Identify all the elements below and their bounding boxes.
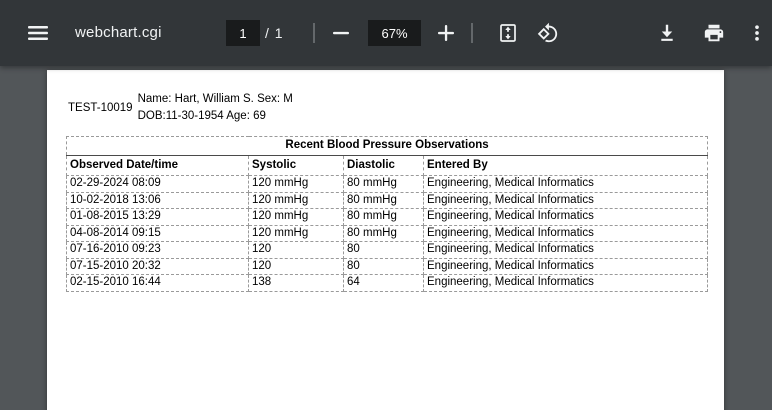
table-row: 07-15-2010 20:32 120 80 Engineering, Med… xyxy=(66,257,709,275)
table-cell: Engineering, Medical Informatics xyxy=(422,241,709,259)
print-icon xyxy=(703,22,725,44)
patient-dob-age: DOB:11-30-1954 Age: 69 xyxy=(137,109,266,122)
document-title: webchart.cgi xyxy=(75,24,162,41)
menu-button[interactable] xyxy=(26,21,50,45)
patient-name-sex: Name: Hart, William S. Sex: M xyxy=(137,93,293,105)
toolbar-separator xyxy=(471,23,473,43)
table-cell: 120 mmHg xyxy=(248,191,344,209)
table-cell: 80 mmHg xyxy=(343,191,424,209)
column-header: Entered By xyxy=(422,155,709,176)
blood-pressure-table: Recent Blood Pressure Observations Obser… xyxy=(65,136,709,292)
fit-to-page-icon xyxy=(498,23,518,43)
menu-icon xyxy=(28,26,48,40)
patient-info: Name: Hart, William S. Sex: M DOB:11-30-… xyxy=(138,91,293,124)
bp-table-body: 02-29-2024 08:09 120 mmHg 80 mmHg Engine… xyxy=(66,175,709,292)
download-icon xyxy=(656,22,678,44)
table-cell: 80 mmHg xyxy=(343,224,424,242)
table-cell: Engineering, Medical Informatics xyxy=(422,191,709,209)
table-row: 07-16-2010 09:23 120 80 Engineering, Med… xyxy=(66,241,709,259)
download-button[interactable] xyxy=(655,21,679,45)
page-number-input[interactable] xyxy=(226,20,260,46)
patient-header: TEST-10019 Name: Hart, William S. Sex: M… xyxy=(68,91,293,124)
table-cell: 02-15-2010 16:44 xyxy=(66,274,249,292)
table-cell: 120 mmHg xyxy=(248,208,344,226)
table-cell: 07-16-2010 09:23 xyxy=(66,241,249,259)
table-cell: 01-08-2015 13:29 xyxy=(66,208,249,226)
pdf-scroll-area[interactable]: TEST-10019 Name: Hart, William S. Sex: M… xyxy=(0,66,772,410)
rotate-counterclockwise-icon xyxy=(537,22,559,44)
table-cell: 120 xyxy=(248,257,344,275)
table-header-row: Observed Date/time Systolic Diastolic En… xyxy=(66,155,709,176)
table-cell: 80 mmHg xyxy=(343,175,424,193)
table-title-row: Recent Blood Pressure Observations xyxy=(65,136,709,156)
table-row: 04-08-2014 09:15 120 mmHg 80 mmHg Engine… xyxy=(66,224,709,242)
table-cell: 120 xyxy=(248,241,344,259)
table-row: 02-29-2024 08:09 120 mmHg 80 mmHg Engine… xyxy=(66,175,709,193)
table-cell: 80 xyxy=(343,241,424,259)
more-options-button[interactable] xyxy=(745,21,769,45)
table-cell: Engineering, Medical Informatics xyxy=(422,175,709,193)
table-cell: 138 xyxy=(248,274,344,292)
rotate-counterclockwise-button[interactable] xyxy=(536,21,560,45)
print-button[interactable] xyxy=(702,21,726,45)
table-cell: 10-02-2018 13:06 xyxy=(66,191,249,209)
zoom-level-display[interactable]: 67% xyxy=(368,20,421,46)
zoom-out-icon xyxy=(332,24,350,42)
zoom-in-button[interactable] xyxy=(434,21,458,45)
table-cell: Engineering, Medical Informatics xyxy=(422,224,709,242)
table-cell: 07-15-2010 20:32 xyxy=(66,257,249,275)
column-header: Diastolic xyxy=(343,155,424,176)
table-title: Recent Blood Pressure Observations xyxy=(65,136,709,156)
table-cell: 02-29-2024 08:09 xyxy=(66,175,249,193)
table-cell: Engineering, Medical Informatics xyxy=(422,274,709,292)
column-header: Observed Date/time xyxy=(66,155,249,176)
table-cell: 120 mmHg xyxy=(248,175,344,193)
column-header: Systolic xyxy=(248,155,344,176)
more-options-icon xyxy=(747,23,767,43)
table-cell: Engineering, Medical Informatics xyxy=(422,257,709,275)
patient-id: TEST-10019 xyxy=(68,101,133,114)
fit-to-page-button[interactable] xyxy=(496,21,520,45)
table-row: 01-08-2015 13:29 120 mmHg 80 mmHg Engine… xyxy=(66,208,709,226)
pdf-viewer-toolbar: webchart.cgi / 1 67% xyxy=(0,0,772,66)
table-cell: 80 xyxy=(343,257,424,275)
table-cell: 04-08-2014 09:15 xyxy=(66,224,249,242)
table-cell: 120 mmHg xyxy=(248,224,344,242)
table-cell: 80 mmHg xyxy=(343,208,424,226)
table-row: 10-02-2018 13:06 120 mmHg 80 mmHg Engine… xyxy=(66,191,709,209)
pdf-page: TEST-10019 Name: Hart, William S. Sex: M… xyxy=(47,70,724,410)
page-count: / 1 xyxy=(265,25,284,41)
table-row: 02-15-2010 16:44 138 64 Engineering, Med… xyxy=(66,274,709,292)
table-cell: Engineering, Medical Informatics xyxy=(422,208,709,226)
toolbar-separator xyxy=(313,23,315,43)
table-cell: 64 xyxy=(343,274,424,292)
zoom-in-icon xyxy=(437,24,455,42)
zoom-out-button[interactable] xyxy=(329,21,353,45)
